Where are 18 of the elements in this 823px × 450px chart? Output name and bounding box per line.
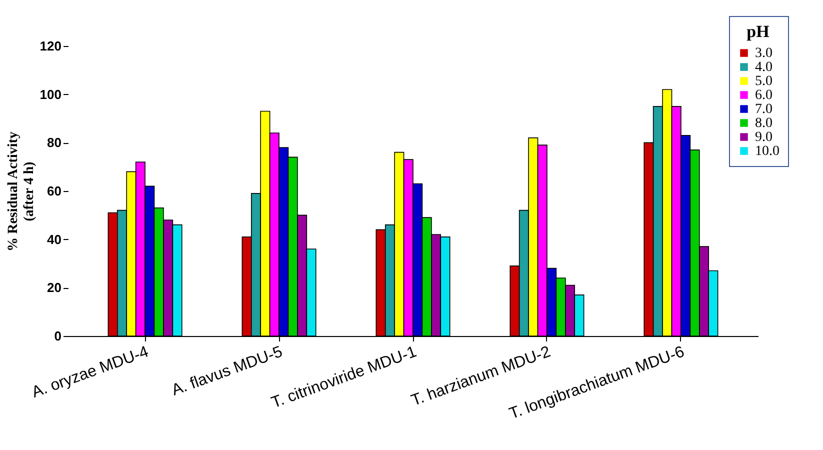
y-tick-label: 20 — [47, 280, 62, 296]
y-tick-label: 100 — [40, 86, 62, 102]
legend-label: 5.0 — [755, 74, 772, 89]
y-tick-label: 40 — [47, 232, 62, 247]
legend-label: 8.0 — [755, 116, 772, 131]
legend-label: 6.0 — [755, 88, 772, 103]
legend-label: 7.0 — [755, 102, 772, 117]
legend-label: 3.0 — [755, 46, 772, 61]
y-tick-label: 0 — [54, 328, 62, 344]
y-tick-label: 80 — [47, 135, 62, 150]
legend-title: pH — [746, 22, 770, 41]
legend-label: 10.0 — [755, 144, 780, 159]
x-tick-label: A. oryzae MDU-4 — [30, 343, 151, 402]
legend-label: 9.0 — [755, 130, 772, 145]
y-tick-label: 60 — [47, 184, 62, 198]
legend-label: 4.0 — [755, 60, 772, 75]
y-axis-title: % Residual Activity (after 4 h) — [6, 132, 37, 252]
y-tick-label: 120 — [40, 38, 62, 54]
